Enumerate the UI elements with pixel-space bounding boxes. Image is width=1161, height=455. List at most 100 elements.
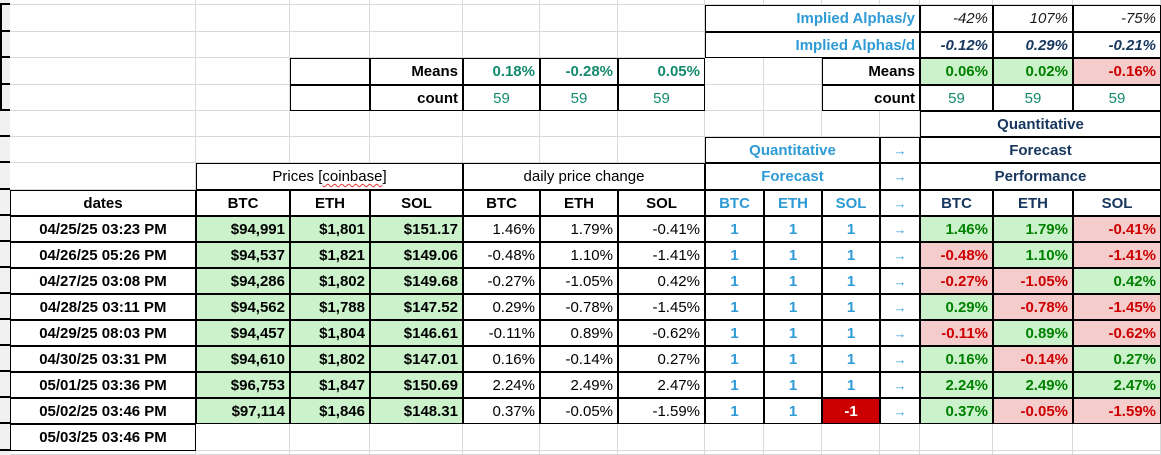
price-cell[interactable]: $149.06 (370, 242, 463, 268)
price-cell[interactable]: $1,821 (290, 242, 370, 268)
forecast-cell[interactable]: 1 (705, 216, 764, 242)
count-label-left[interactable]: count (370, 85, 463, 111)
price-cell[interactable]: $146.61 (370, 320, 463, 346)
empty-cell[interactable] (290, 85, 370, 111)
column-header-forecast-btc[interactable]: BTC (705, 190, 764, 216)
change-cell[interactable]: -0.78% (540, 294, 618, 320)
change-cell[interactable]: -0.27% (463, 268, 540, 294)
performance-cell[interactable]: 2.47% (1073, 372, 1161, 398)
forecast-cell[interactable]: 1 (705, 372, 764, 398)
change-cell[interactable]: 0.37% (463, 398, 540, 424)
performance-cell[interactable]: 0.89% (993, 320, 1073, 346)
forecast-cell[interactable]: 1 (822, 268, 880, 294)
performance-cell[interactable]: -0.78% (993, 294, 1073, 320)
price-cell[interactable]: $1,846 (290, 398, 370, 424)
column-header-forecast-eth[interactable]: ETH (764, 190, 822, 216)
change-cell[interactable]: -1.45% (618, 294, 705, 320)
price-cell[interactable]: $1,804 (290, 320, 370, 346)
count-label-right[interactable]: count (822, 85, 920, 111)
performance-cell[interactable]: -0.11% (920, 320, 993, 346)
date-cell[interactable]: 05/02/25 03:46 PM (10, 398, 196, 424)
price-cell[interactable]: $1,802 (290, 268, 370, 294)
mean-left-btc[interactable]: 0.18% (463, 58, 540, 85)
implied-alphas-y-value-btc[interactable]: -42% (920, 5, 993, 32)
change-cell[interactable]: 0.29% (463, 294, 540, 320)
count-right-eth[interactable]: 59 (993, 85, 1073, 111)
performance-cell[interactable]: 1.79% (993, 216, 1073, 242)
price-cell[interactable]: $149.68 (370, 268, 463, 294)
performance-section-header-line1[interactable]: Quantitative (920, 111, 1161, 137)
performance-cell[interactable]: -0.62% (1073, 320, 1161, 346)
performance-cell[interactable]: 2.24% (920, 372, 993, 398)
count-left-btc[interactable]: 59 (463, 85, 540, 111)
change-cell[interactable]: 1.10% (540, 242, 618, 268)
implied-alphas-y-label[interactable]: Implied Alphas/y (705, 5, 920, 32)
empty-cell[interactable] (290, 58, 370, 85)
date-cell[interactable]: 04/26/25 05:26 PM (10, 242, 196, 268)
change-cell[interactable]: 1.46% (463, 216, 540, 242)
performance-cell[interactable]: 0.37% (920, 398, 993, 424)
performance-cell[interactable]: -1.41% (1073, 242, 1161, 268)
price-cell[interactable]: $96,753 (196, 372, 290, 398)
means-label-right[interactable]: Means (822, 58, 920, 85)
prices-header[interactable]: Prices [coinbase] (196, 163, 463, 190)
price-cell[interactable]: $150.69 (370, 372, 463, 398)
forecast-cell[interactable]: 1 (822, 320, 880, 346)
forecast-cell[interactable]: 1 (705, 398, 764, 424)
forecast-section-header-line1[interactable]: Quantitative (705, 137, 880, 163)
performance-cell[interactable]: -0.41% (1073, 216, 1161, 242)
implied-alphas-y-value-sol[interactable]: -75% (1073, 5, 1161, 32)
column-header-forecast-sol[interactable]: SOL (822, 190, 880, 216)
performance-cell[interactable]: -0.14% (993, 346, 1073, 372)
forecast-cell[interactable]: 1 (764, 346, 822, 372)
implied-alphas-d-value-btc[interactable]: -0.12% (920, 32, 993, 58)
forecast-cell[interactable]: 1 (764, 268, 822, 294)
performance-cell[interactable]: 0.42% (1073, 268, 1161, 294)
date-cell[interactable]: 04/29/25 08:03 PM (10, 320, 196, 346)
pending-date-cell[interactable]: 05/03/25 03:46 PM (10, 424, 196, 451)
performance-section-header-line2[interactable]: Forecast (920, 137, 1161, 163)
change-cell[interactable]: 0.27% (618, 346, 705, 372)
price-cell[interactable]: $97,114 (196, 398, 290, 424)
column-header-dates[interactable]: dates (10, 190, 196, 216)
performance-cell[interactable]: 0.29% (920, 294, 993, 320)
date-cell[interactable]: 04/30/25 03:31 PM (10, 346, 196, 372)
change-cell[interactable]: -0.11% (463, 320, 540, 346)
change-cell[interactable]: 0.89% (540, 320, 618, 346)
mean-right-sol[interactable]: -0.16% (1073, 58, 1161, 85)
column-header-perf-btc[interactable]: BTC (920, 190, 993, 216)
column-header-price-eth[interactable]: ETH (290, 190, 370, 216)
price-cell[interactable]: $94,610 (196, 346, 290, 372)
price-cell[interactable]: $94,286 (196, 268, 290, 294)
forecast-cell[interactable]: 1 (705, 242, 764, 268)
date-cell[interactable]: 05/01/25 03:36 PM (10, 372, 196, 398)
change-cell[interactable]: 2.49% (540, 372, 618, 398)
price-cell[interactable]: $1,801 (290, 216, 370, 242)
change-cell[interactable]: -0.14% (540, 346, 618, 372)
performance-cell[interactable]: 1.10% (993, 242, 1073, 268)
change-cell[interactable]: 0.16% (463, 346, 540, 372)
implied-alphas-d-label[interactable]: Implied Alphas/d (705, 32, 920, 58)
column-header-price-sol[interactable]: SOL (370, 190, 463, 216)
count-right-sol[interactable]: 59 (1073, 85, 1161, 111)
forecast-cell[interactable]: 1 (822, 372, 880, 398)
forecast-cell[interactable]: 1 (822, 346, 880, 372)
count-left-eth[interactable]: 59 (540, 85, 618, 111)
date-cell[interactable]: 04/28/25 03:11 PM (10, 294, 196, 320)
forecast-cell[interactable]: 1 (705, 320, 764, 346)
forecast-cell[interactable]: 1 (764, 242, 822, 268)
date-cell[interactable]: 04/27/25 03:08 PM (10, 268, 196, 294)
forecast-cell[interactable]: 1 (764, 398, 822, 424)
performance-cell[interactable]: -0.05% (993, 398, 1073, 424)
price-cell[interactable]: $94,537 (196, 242, 290, 268)
forecast-cell[interactable]: 1 (764, 294, 822, 320)
forecast-cell[interactable]: 1 (822, 216, 880, 242)
price-cell[interactable]: $147.52 (370, 294, 463, 320)
change-cell[interactable]: 2.24% (463, 372, 540, 398)
column-header-perf-eth[interactable]: ETH (993, 190, 1073, 216)
means-label-left[interactable]: Means (370, 58, 463, 85)
price-cell[interactable]: $148.31 (370, 398, 463, 424)
change-cell[interactable]: 2.47% (618, 372, 705, 398)
forecast-cell[interactable]: 1 (822, 294, 880, 320)
price-cell[interactable]: $151.17 (370, 216, 463, 242)
